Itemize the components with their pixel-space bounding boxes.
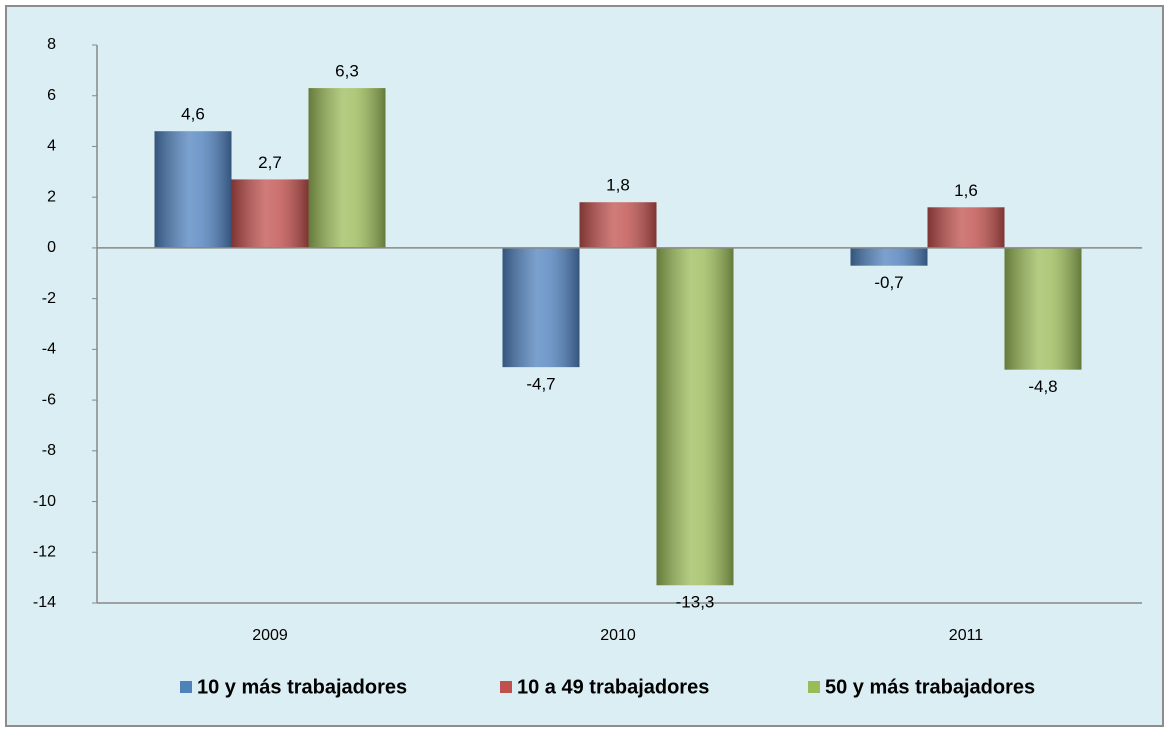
y-tick-label: 2 (47, 188, 56, 205)
y-tick-label: 4 (47, 138, 56, 155)
legend-swatch (500, 681, 512, 693)
value-label: 2,7 (258, 153, 282, 172)
bar-shade (579, 202, 657, 248)
legend-swatch (808, 681, 820, 693)
value-label: 6,3 (335, 62, 359, 81)
bar-shade (154, 131, 232, 248)
bar-shade (1004, 247, 1082, 370)
value-label: 1,8 (606, 176, 630, 195)
value-label: -4,8 (1028, 377, 1057, 396)
y-tick-label: -4 (42, 341, 56, 358)
legend-swatch (180, 681, 192, 693)
y-tick-label: 8 (47, 36, 56, 53)
legend-label: 10 y más trabajadores (197, 676, 407, 698)
bar-shade (231, 179, 309, 248)
bar-shade (308, 88, 386, 248)
x-tick-label: 2010 (600, 627, 636, 644)
value-label: -13,3 (676, 593, 715, 612)
y-tick-label: -6 (42, 391, 56, 408)
bar-shade (850, 247, 928, 266)
y-tick-label: -14 (33, 594, 56, 611)
value-label: -0,7 (874, 273, 903, 292)
y-tick-label: 6 (47, 87, 56, 104)
value-label: 1,6 (954, 181, 978, 200)
value-label: 4,6 (181, 105, 205, 124)
legend-label: 10 a 49 trabajadores (517, 676, 709, 698)
chart-background (5, 5, 1164, 727)
y-tick-label: -10 (33, 493, 56, 510)
y-tick-label: -8 (42, 442, 56, 459)
y-tick-label: -12 (33, 543, 56, 560)
y-tick-label: -2 (42, 290, 56, 307)
x-tick-label: 2011 (949, 627, 984, 644)
bar-shade (656, 247, 734, 586)
bar-shade (927, 207, 1005, 248)
legend-label: 50 y más trabajadores (825, 676, 1035, 698)
value-label: -4,7 (526, 375, 555, 394)
x-tick-label: 2009 (252, 627, 288, 644)
y-tick-label: 0 (47, 239, 56, 256)
bar-shade (502, 247, 580, 368)
